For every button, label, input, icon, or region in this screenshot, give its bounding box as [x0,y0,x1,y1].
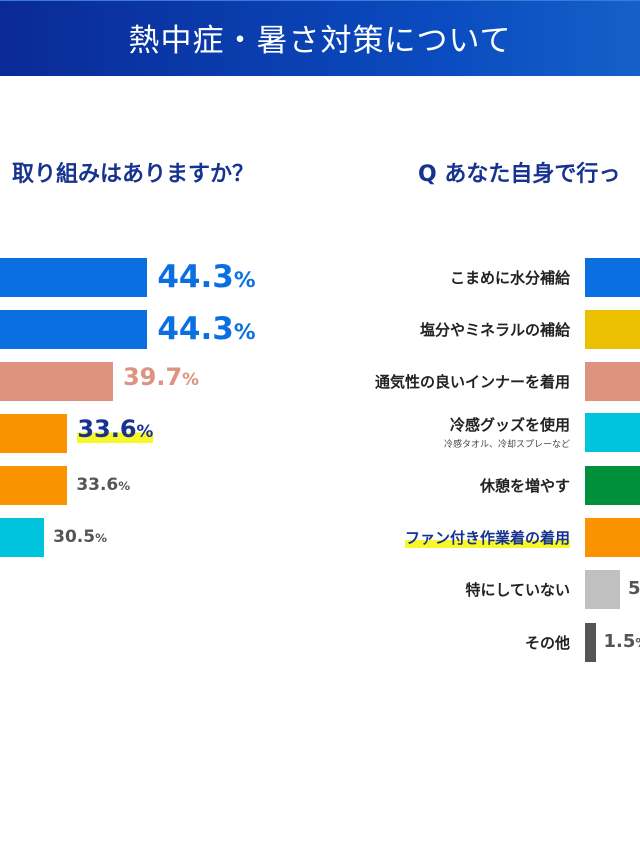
unit: % [182,369,199,389]
page-title: 熱中症・暑さ対策について [128,23,512,59]
bar [585,362,640,401]
category-label: こまめに水分補給 [449,269,570,287]
bar [0,258,148,297]
data-label: 5% [628,578,640,599]
left-question-title: 取り組みはありますか？ [11,162,254,187]
value: 1.5 [603,631,636,652]
value: 44.3 [157,259,234,295]
unit: % [136,421,154,441]
category-label: 冷感グッズを使用 冷感タオル、冷却スプレーなど [443,416,570,450]
data-label: 33.6% [76,475,130,495]
bar [0,362,113,401]
category-sublabel: 冷感タオル、冷却スプレーなど [443,440,570,450]
category-label: 休憩を増やす [479,477,570,495]
category-label: 塩分やミネラルの補給 [419,321,570,339]
value: 44.3 [157,311,234,347]
data-label: 1.5% [604,631,640,652]
unit: % [233,268,256,293]
bar [0,466,68,505]
right-question-title: Q あなた自身で行っ [418,162,621,187]
bar [0,310,148,349]
category-label: その他 [524,634,570,652]
value: 33.6 [77,415,137,443]
category-label: 通気性の良いインナーを着用 [374,373,570,391]
bar [585,310,640,349]
value: 39.7 [122,363,183,391]
bar [585,570,620,609]
value: 30.5 [53,527,96,547]
category-label: ファン付き作業着の着用 [404,527,570,548]
bar [585,258,640,297]
bar [585,413,640,452]
header-banner: 熱中症・暑さ対策について [0,0,640,76]
bar [585,466,640,505]
data-label: 39.7% [123,363,199,391]
unit: % [118,479,131,493]
unit: % [95,531,107,545]
bar [0,414,68,453]
bar [585,623,596,662]
category-label: 特にしていない [465,581,570,599]
data-label: 44.3% [157,259,255,295]
data-label: 33.6% [77,415,154,443]
data-label: 44.3% [157,311,255,347]
value: 33.6 [76,475,119,495]
bar [0,518,45,557]
unit: % [233,320,256,345]
value: 5 [628,578,640,599]
data-label: 30.5% [53,527,107,547]
unit: % [635,635,640,650]
bar [585,518,640,557]
